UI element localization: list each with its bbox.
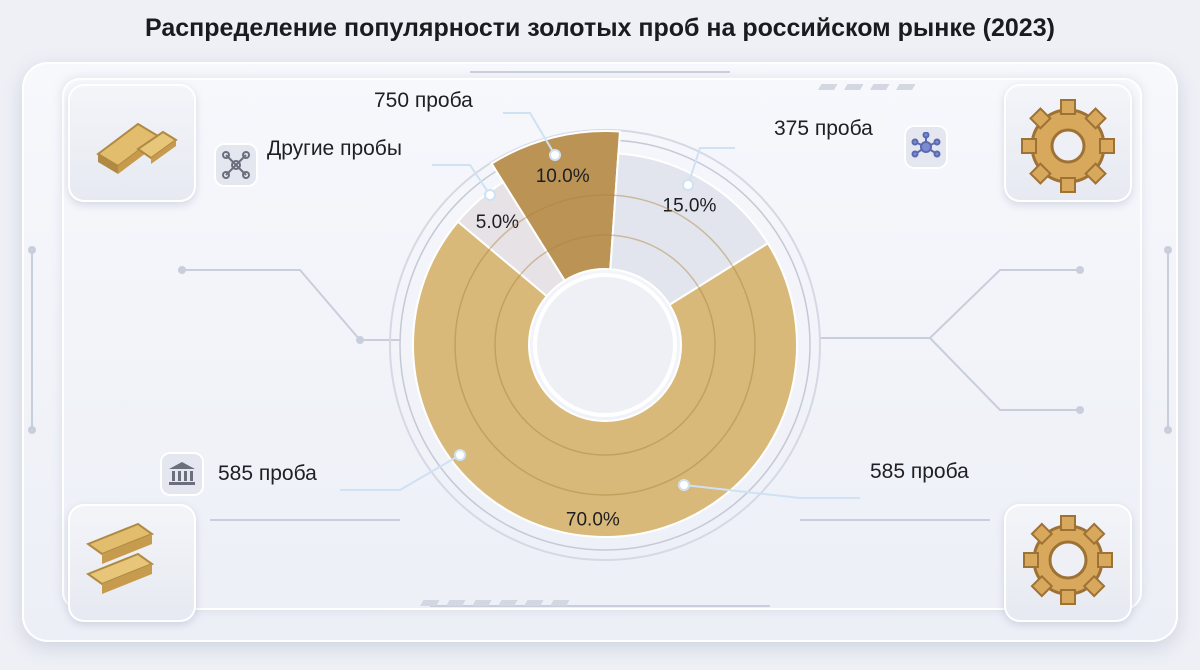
gear-icon xyxy=(1023,515,1113,605)
slice-value-label-3: 15.0% xyxy=(663,195,717,216)
corner-box-top-right xyxy=(1004,84,1132,202)
slice-value-label-0: 70.0% xyxy=(566,510,620,531)
bank-icon xyxy=(169,462,195,485)
corner-box-bottom-left xyxy=(68,504,196,622)
leader-line-0 xyxy=(503,112,556,156)
slice-value-label-1: 5.0% xyxy=(476,212,519,233)
leader-dot-1 xyxy=(484,189,496,201)
slice-2 xyxy=(490,130,621,282)
donut-hole xyxy=(533,273,677,417)
decor-ring-0 xyxy=(454,194,756,496)
decor-ring-1 xyxy=(494,234,716,456)
gear-icon xyxy=(1021,99,1115,193)
slice-0 xyxy=(412,220,798,538)
slice-value-label-2: 10.0% xyxy=(536,166,590,187)
network-icon xyxy=(911,132,941,158)
label-375: 375 проба xyxy=(774,117,873,140)
gold-bars-icon xyxy=(96,122,178,174)
label-585-right: 585 проба xyxy=(870,460,969,483)
leader-line-4 xyxy=(683,484,860,499)
network-icon-box-left xyxy=(214,143,258,187)
label-other: Другие пробы xyxy=(267,137,402,160)
leader-dot-0 xyxy=(549,149,561,161)
label-585-left: 585 проба xyxy=(218,462,317,485)
corner-box-top-left xyxy=(68,84,196,202)
leader-line-3 xyxy=(340,454,461,491)
leader-dot-2 xyxy=(682,179,694,191)
leader-dot-3 xyxy=(454,449,466,461)
network-icon-box-right xyxy=(904,125,948,169)
panel-inner-border xyxy=(62,78,1142,610)
bank-icon-box xyxy=(160,452,204,496)
corner-box-bottom-right xyxy=(1004,504,1132,622)
leader-line-1 xyxy=(432,164,491,196)
leader-dot-4 xyxy=(678,479,690,491)
slice-3 xyxy=(609,152,770,307)
chart-title: Распределение популярности золотых проб … xyxy=(145,14,1055,42)
leader-line-2 xyxy=(687,147,735,186)
gold-bars-icon xyxy=(85,522,155,594)
network-icon xyxy=(222,151,250,179)
label-750: 750 проба xyxy=(374,89,473,112)
